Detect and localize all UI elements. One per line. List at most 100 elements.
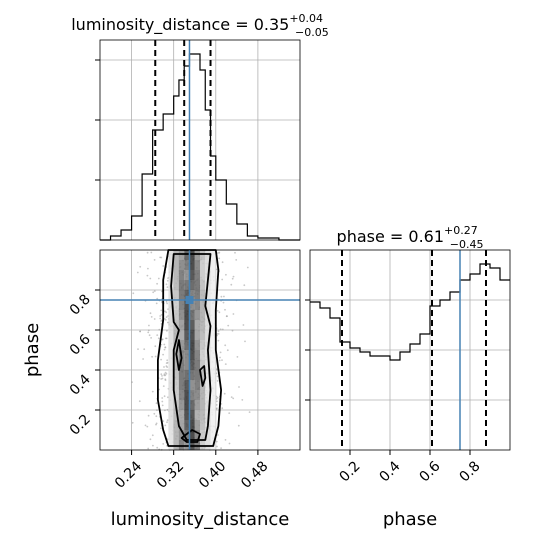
scatter-point	[150, 316, 153, 318]
scatter-point	[160, 378, 163, 380]
scatter-point	[215, 440, 218, 443]
scatter-point	[155, 302, 158, 305]
scatter-point	[227, 324, 230, 327]
density-cell	[189, 420, 195, 430]
scatter-point	[160, 314, 163, 316]
scatter-point	[148, 334, 151, 337]
density-cell	[189, 280, 195, 290]
density-cell	[173, 270, 179, 280]
scatter-point	[163, 374, 166, 377]
density-cell	[194, 280, 200, 290]
scatter-point	[159, 315, 162, 317]
y-tick-label: 0.6	[67, 331, 94, 358]
density-cell	[189, 310, 195, 320]
x-tick-label: 0.48	[238, 458, 271, 491]
scatter-point	[224, 439, 227, 441]
scatter-point	[217, 330, 220, 333]
density-cell	[184, 280, 190, 290]
density-cell	[200, 270, 206, 280]
density-cell	[205, 330, 211, 340]
scatter-point	[156, 334, 159, 336]
density-cell	[184, 250, 190, 260]
scatter-point	[137, 348, 139, 350]
scatter-point	[238, 386, 240, 388]
density-cell	[205, 260, 211, 270]
scatter-point	[220, 447, 223, 449]
density-cell	[205, 250, 211, 260]
density-cell	[184, 330, 190, 340]
scatter-point	[136, 271, 139, 274]
density-cell	[189, 410, 195, 420]
density-cell	[205, 400, 211, 410]
density-cell	[173, 340, 179, 350]
scatter-point	[147, 267, 149, 270]
scatter-point	[216, 400, 218, 403]
scatter-point	[162, 385, 165, 387]
scatter-point	[217, 339, 220, 342]
scatter-point	[164, 409, 166, 412]
scatter-point	[163, 343, 166, 346]
scatter-point	[161, 404, 164, 407]
density-cell	[178, 410, 185, 420]
density-cell	[178, 300, 185, 310]
scatter-point	[150, 251, 153, 254]
scatter-point	[243, 284, 246, 287]
density-cell	[173, 250, 179, 260]
scatter-point	[153, 412, 156, 415]
scatter-point	[217, 252, 219, 254]
density-cell	[173, 360, 179, 370]
density-cell	[184, 310, 190, 320]
density-cell	[200, 370, 206, 380]
density-cell	[205, 290, 211, 300]
scatter-point	[160, 358, 163, 361]
density-cell	[210, 290, 216, 300]
scatter-point	[153, 259, 156, 261]
scatter-point	[166, 286, 169, 289]
scatter-point	[165, 316, 168, 318]
histogram-step-line	[310, 263, 510, 361]
density-cell	[200, 300, 206, 310]
scatter-point	[165, 362, 168, 364]
scatter-point	[219, 356, 221, 359]
scatter-point	[219, 351, 222, 354]
x-tick-label: 0.32	[154, 458, 187, 491]
density-cell	[200, 280, 206, 290]
scatter-point	[164, 310, 166, 313]
panel-frame	[99, 249, 301, 451]
scatter-point	[165, 301, 168, 303]
scatter-point	[138, 400, 141, 403]
contour-inner	[175, 339, 183, 371]
density-cell	[178, 380, 185, 390]
density-cell	[168, 300, 174, 310]
density-cell	[200, 360, 206, 370]
scatter-point	[215, 398, 218, 400]
density-cell	[210, 310, 216, 320]
scatter-point	[242, 324, 245, 326]
density-cell	[178, 310, 185, 320]
scatter-point	[216, 333, 219, 335]
scatter-point	[215, 368, 218, 371]
scatter-point	[164, 371, 167, 374]
density-cell	[200, 420, 206, 430]
scatter-point	[228, 442, 231, 445]
scatter-point	[166, 419, 169, 422]
scatter-point	[149, 438, 152, 441]
scatter-point	[139, 330, 142, 333]
scatter-point	[246, 266, 249, 269]
density-cell	[178, 400, 185, 410]
scatter-point	[163, 366, 165, 368]
density-cell	[200, 390, 206, 400]
scatter-point	[147, 329, 150, 332]
x-tick-label: 0.4	[377, 458, 404, 485]
scatter-point	[156, 297, 159, 300]
density-cell	[178, 360, 185, 370]
scatter-point	[230, 396, 233, 398]
scatter-point	[235, 259, 238, 261]
scatter-point	[237, 424, 240, 427]
scatter-point	[225, 273, 227, 276]
density-cell	[173, 380, 179, 390]
density-cell	[184, 260, 190, 270]
density-cell	[189, 290, 195, 300]
scatter-point	[215, 395, 218, 398]
scatter-point	[217, 434, 219, 436]
